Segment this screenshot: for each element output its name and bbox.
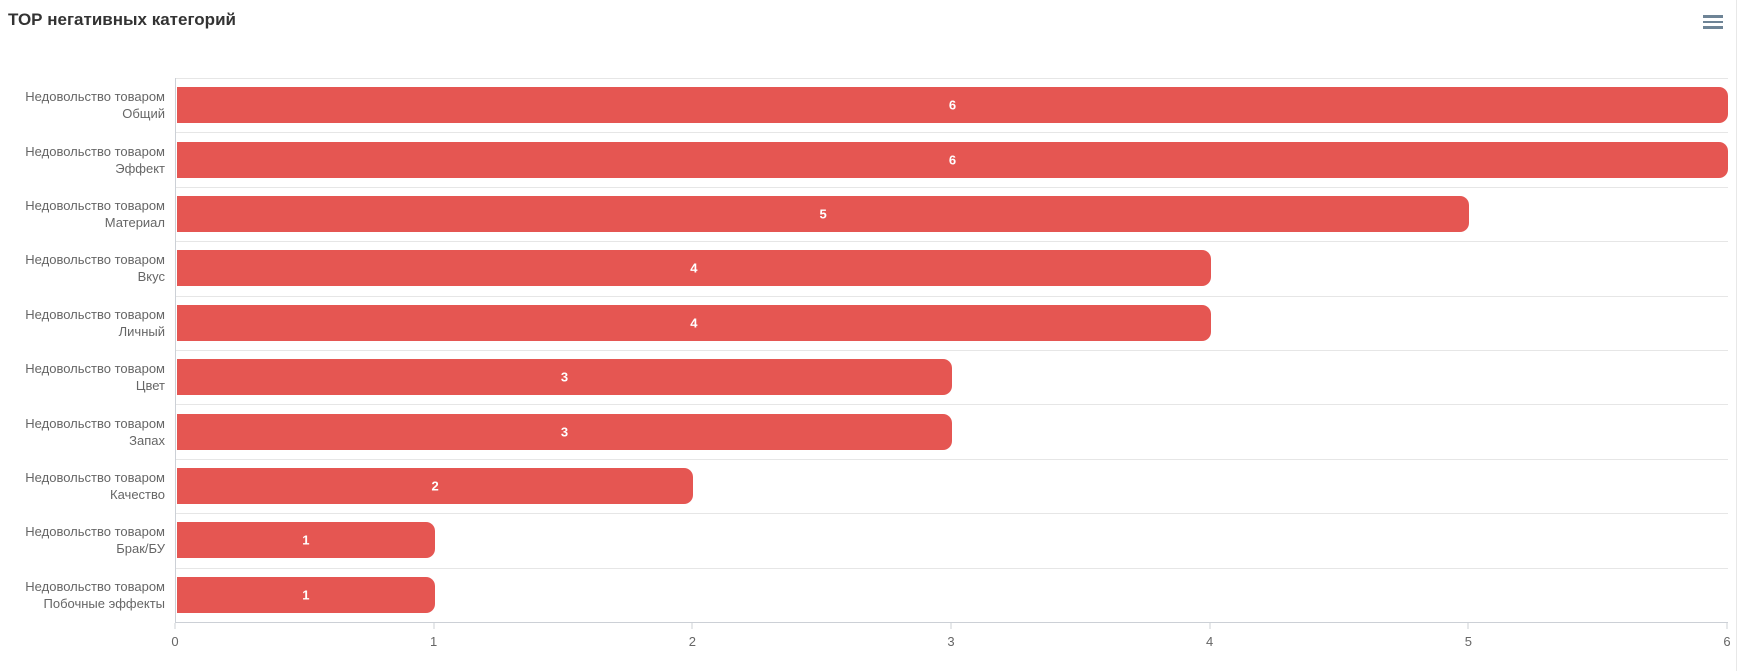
category-label-line: Недовольство товаром [25,524,165,540]
bar-value-label: 4 [690,315,698,331]
category-label-line: Цвет [135,378,165,394]
category-label: Недовольство товаром Качество [0,459,165,513]
category-label-line: Недовольство товаром [25,415,165,431]
category-label: Недовольство товаром Побочные эффекты [0,568,165,622]
container-right-border [1736,0,1737,671]
gridline [176,513,1728,515]
bar-value-label: 4 [690,260,698,276]
bar-5[interactable]: 3 [177,359,952,396]
gridline [176,186,1728,188]
hamburger-line [1703,15,1723,18]
bar-8[interactable]: 1 [177,522,435,559]
hamburger-line [1703,20,1723,24]
x-axis-tick-label: 4 [1206,634,1214,649]
gridline [176,132,1728,134]
gridline [176,350,1728,351]
category-label-line: Недовольство товаром [25,361,165,377]
bar-4[interactable]: 4 [177,304,1211,341]
bar-0[interactable]: 6 [177,87,1728,124]
category-label: Недовольство товаром Эффект [0,132,165,186]
x-axis-tick [691,623,693,629]
bar-value-label: 3 [560,424,569,440]
x-axis-tick-label: 6 [1723,634,1731,649]
category-label: Недовольство товаром Вкус [0,241,165,295]
category-label-line: Недовольство товаром [25,89,165,105]
gridline [176,567,1728,569]
x-axis-tick-label: 5 [1464,634,1472,649]
bar-7[interactable]: 2 [177,468,694,504]
bar-value-label: 1 [302,587,310,603]
category-label-line: Недовольство товаром [25,578,165,594]
category-label-line: Недовольство товаром [25,197,165,213]
hamburger-line [1703,26,1723,29]
x-axis-tick-label: 1 [430,634,438,649]
category-label-line: Побочные эффекты [43,595,166,611]
category-label: Недовольство товаром Цвет [0,350,165,404]
chart-title: ТОР негативных категорий [8,10,236,29]
category-label: Недовольство товаром Материал [0,187,165,241]
category-label-line: Вкус [137,269,165,285]
x-axis-tick [1209,623,1211,629]
category-label-line: Материал [104,214,165,230]
category-label-line: Брак/БУ [116,541,165,557]
bar-value-label: 6 [948,152,957,168]
category-label-line: Личный [118,323,165,339]
category-label-line: Запах [129,432,165,448]
category-axis-labels: Недовольство товаром Общий Недовольство то… [0,78,165,622]
x-axis-tick [1726,623,1728,629]
x-axis-tick [174,623,176,629]
x-axis-tick [433,623,435,629]
x-axis-tick [950,623,952,629]
category-label-line: Недовольство товаром [25,252,165,268]
bar-1[interactable]: 6 [177,141,1728,178]
gridline [176,78,1728,79]
bar-value-label: 2 [431,478,439,494]
bar-6[interactable]: 3 [177,413,952,450]
category-label-line: Общий [122,106,165,122]
x-axis-tick-label: 3 [947,634,955,649]
bar-value-label: 5 [819,206,827,222]
gridline [176,404,1728,406]
category-label-line: Недовольство товаром [25,469,165,485]
x-axis-tick-label: 0 [171,634,179,649]
hamburger-menu-icon[interactable] [1699,9,1727,35]
x-axis-tick-label: 2 [688,634,696,649]
bar-value-label: 6 [948,97,957,113]
category-label-line: Эффект [115,160,165,176]
gridline [176,295,1728,297]
bar-3[interactable]: 4 [177,250,1211,287]
x-axis-tick [1467,623,1469,629]
bar-2[interactable]: 5 [177,196,1470,232]
category-label: Недовольство товаром Запах [0,404,165,458]
category-label-line: Недовольство товаром [25,143,165,159]
category-label: Недовольство товаром Брак/БУ [0,513,165,567]
category-label-line: Недовольство товаром [25,306,165,322]
category-label-line: Качество [110,486,165,502]
x-axis: 0 1 2 3 4 5 6 [171,623,1731,657]
gridline [176,241,1728,243]
category-label: Недовольство товаром Личный [0,296,165,350]
bar-9[interactable]: 1 [177,576,435,613]
plot-area: 6 6 5 4 4 3 3 2 1 1 [175,78,1728,623]
gridline [176,458,1728,460]
bar-value-label: 1 [302,532,310,548]
category-label: Недовольство товаром Общий [0,78,165,132]
bar-value-label: 3 [560,369,569,385]
